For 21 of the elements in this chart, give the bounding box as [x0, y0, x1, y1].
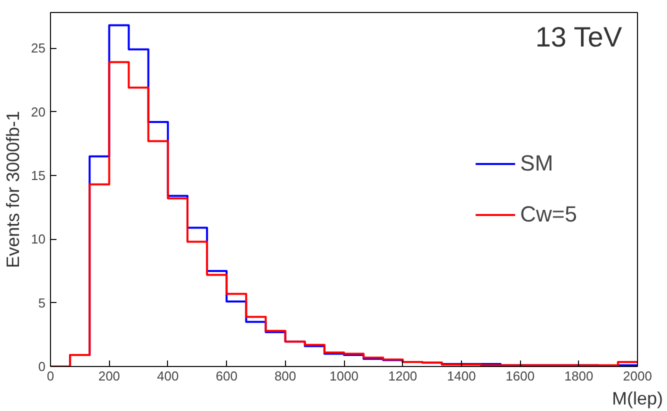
x-tick-label: 1600	[506, 368, 535, 384]
legend-label: Cw=5	[520, 202, 577, 228]
y-tick-label: 0	[38, 359, 46, 374]
x-axis-title: M(lep)	[612, 388, 664, 408]
y-axis-title: Events for 3000fb-1	[3, 110, 24, 268]
x-tick-label: 2000	[623, 368, 652, 384]
annotation: 13 TeV	[535, 22, 622, 52]
x-tick-label: 1400	[446, 368, 476, 384]
legend-label: SM	[520, 150, 554, 176]
y-tick-label: 20	[31, 104, 46, 120]
y-tick-label: 5	[38, 295, 46, 310]
x-tick-label: 1200	[388, 368, 418, 384]
y-tick-label: 10	[31, 232, 46, 247]
y-tick-label: 25	[31, 40, 46, 56]
y-tick-label: 15	[31, 168, 46, 183]
x-tick-label: 1800	[564, 368, 594, 384]
x-tick-label: 1000	[330, 368, 358, 384]
x-tick-label: 400	[157, 368, 179, 384]
x-tick-label: 200	[98, 368, 120, 384]
x-tick-label: 600	[216, 368, 238, 384]
x-tick-label: 800	[274, 368, 296, 384]
